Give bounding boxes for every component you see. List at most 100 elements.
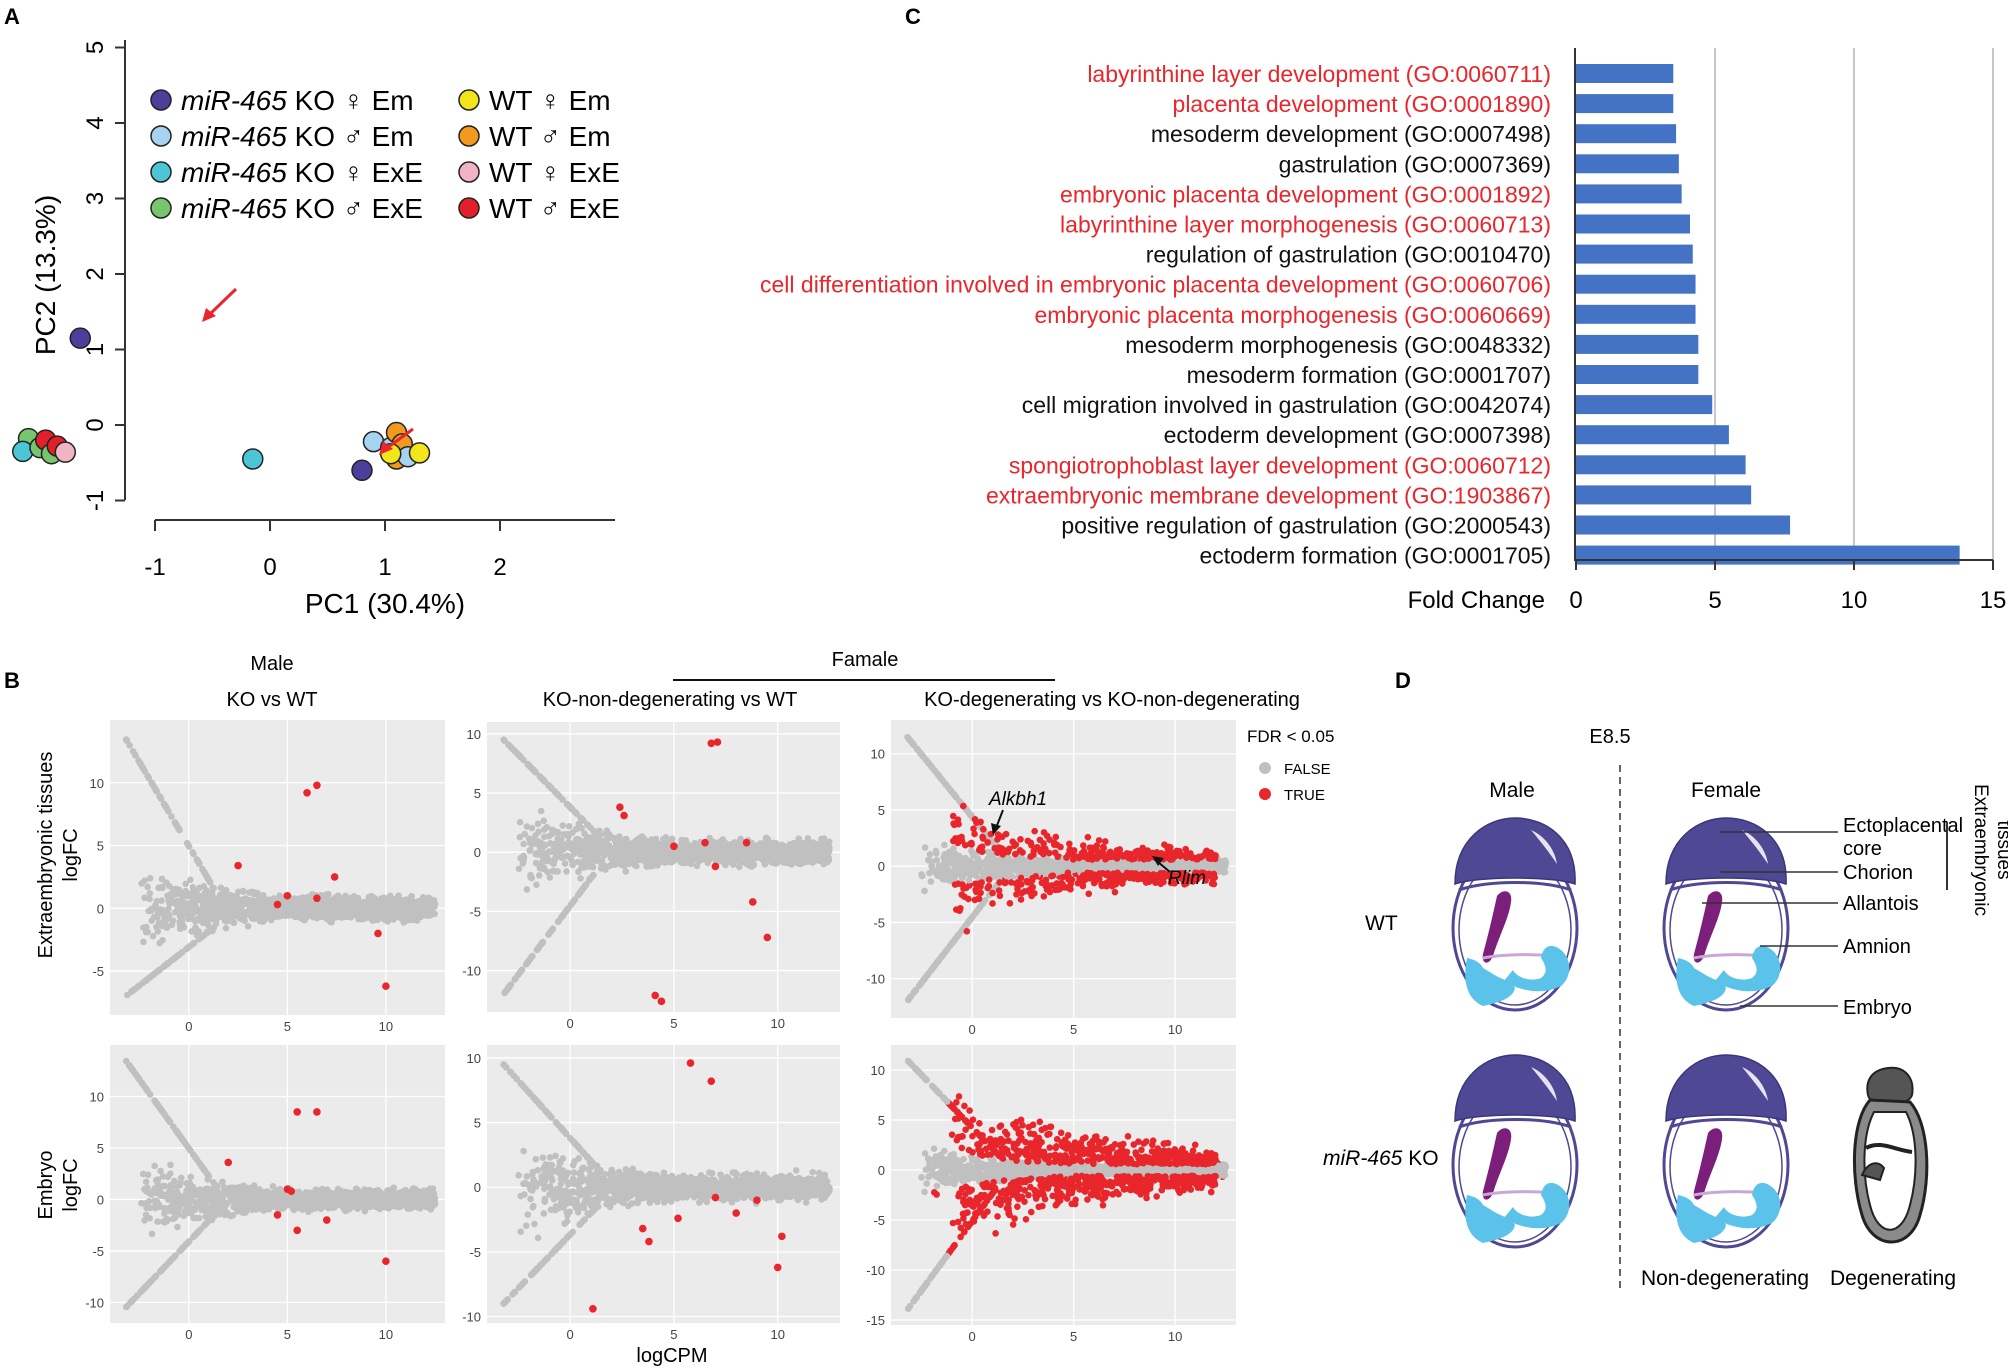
ma-grey-point bbox=[323, 915, 330, 922]
ma-grey-point bbox=[144, 883, 151, 891]
ma-y-tick-label: 0 bbox=[97, 901, 104, 916]
go-term-label: gastrulation (GO:0007369) bbox=[1279, 151, 1551, 177]
go-term-label: embryonic placenta morphogenesis (GO:006… bbox=[1034, 302, 1551, 328]
ma-grey-point bbox=[605, 835, 612, 842]
ma-grey-point bbox=[557, 853, 564, 860]
ma-grey-point bbox=[400, 919, 407, 926]
go-bar bbox=[1576, 304, 1696, 324]
ma-grey-point bbox=[948, 872, 955, 879]
ma-red-point bbox=[616, 803, 624, 812]
go-term-label: cell differentiation involved in embryon… bbox=[760, 272, 1551, 298]
ma-grey-point bbox=[253, 897, 260, 905]
go-bars bbox=[1574, 48, 1960, 565]
ma-grey-point bbox=[251, 904, 259, 911]
ma-grey-point bbox=[321, 908, 328, 916]
panel-label-c: C bbox=[905, 4, 921, 29]
ma-grey-point bbox=[156, 793, 163, 800]
ma-grey-point bbox=[565, 802, 572, 809]
ma-grey-point bbox=[257, 904, 265, 911]
pca-point bbox=[408, 442, 431, 464]
ma-grey-point bbox=[146, 890, 154, 897]
ma-y-tick-label: -5 bbox=[873, 915, 885, 930]
ma-grey-point bbox=[665, 853, 673, 860]
go-x-tick-label: 5 bbox=[1708, 587, 1721, 614]
ma-red-point bbox=[1001, 879, 1009, 887]
ma-grey-point bbox=[734, 853, 742, 861]
pca-x-tick-label: 0 bbox=[263, 554, 276, 581]
ma-grey-point bbox=[577, 887, 585, 895]
ma-grey-point bbox=[136, 982, 143, 989]
ma-grey-point bbox=[244, 922, 252, 930]
ma-red-point bbox=[651, 991, 659, 1000]
ma-grey-point bbox=[565, 823, 573, 830]
ma-grey-point bbox=[505, 741, 512, 749]
ma-grey-point bbox=[182, 890, 190, 897]
ma-grey-point bbox=[296, 909, 303, 917]
ma-grey-point bbox=[428, 901, 435, 908]
ma-grey-point bbox=[742, 856, 749, 864]
ma-grey-point bbox=[400, 903, 407, 910]
ma-grey-point bbox=[935, 862, 943, 870]
ma-grey-point bbox=[518, 966, 526, 973]
ma-grey-point bbox=[560, 831, 568, 838]
ma-grey-point bbox=[546, 874, 554, 881]
ma-grey-point bbox=[914, 746, 921, 754]
ma-grey-point bbox=[269, 913, 276, 921]
ma-grey-point bbox=[179, 920, 186, 928]
ma-points bbox=[122, 736, 439, 999]
ma-grey-point bbox=[291, 901, 298, 909]
go-term-label: positive regulation of gastrulation (GO:… bbox=[1061, 513, 1551, 539]
ma-grey-point bbox=[719, 836, 727, 843]
ma-grey-point bbox=[668, 835, 676, 843]
ma-grey-point bbox=[169, 917, 177, 924]
go-grid bbox=[1714, 48, 1994, 560]
ma-grey-point bbox=[159, 936, 166, 944]
ma-grey-point bbox=[184, 911, 192, 919]
pca-legend-label: miR-465 KO ♀ ExE bbox=[181, 157, 423, 188]
ma-grey-point bbox=[154, 928, 162, 935]
ma-grey-point bbox=[245, 889, 253, 896]
ma-grey-point bbox=[210, 884, 217, 892]
ma-grey-point bbox=[596, 831, 604, 839]
ma-grey-point bbox=[814, 847, 821, 855]
ma-red-point bbox=[748, 898, 757, 906]
ma-red-point bbox=[711, 862, 720, 871]
ma-grey-point bbox=[735, 863, 743, 871]
ma-grey-point bbox=[927, 763, 935, 770]
ma-grey-point bbox=[421, 902, 429, 909]
ma-row1-axis: logFC bbox=[60, 828, 82, 881]
go-term-label: mesoderm formation (GO:0001707) bbox=[1187, 362, 1551, 388]
go-enrichment-chart: labyrinthine layer development (GO:00607… bbox=[760, 48, 2006, 614]
ma-grey-point bbox=[520, 840, 527, 848]
ma-grey-point bbox=[964, 865, 972, 873]
ma-grey-point bbox=[131, 985, 139, 993]
ma-grey-point bbox=[784, 859, 791, 867]
ma-grey-point bbox=[267, 901, 274, 908]
ma-grey-point bbox=[622, 868, 630, 875]
ma-grey-point bbox=[905, 995, 913, 1003]
ma-grey-point bbox=[539, 855, 547, 862]
ma-grey-point bbox=[792, 843, 800, 851]
pca-arrow-1 bbox=[208, 287, 238, 316]
ma-grey-point bbox=[149, 932, 157, 940]
ma-grey-point bbox=[523, 823, 531, 830]
ma-red-point bbox=[707, 739, 716, 748]
ma-grey-point bbox=[199, 919, 207, 927]
ma-x-tick-label: 0 bbox=[969, 1022, 976, 1037]
ma-grey-point bbox=[354, 894, 362, 902]
ma-grey-point bbox=[552, 828, 559, 835]
pca-legend-gene: miR-465 bbox=[181, 85, 287, 116]
ma-grey-point bbox=[382, 898, 390, 905]
ma-grey-point bbox=[386, 892, 394, 900]
ma-x-tick-label: 5 bbox=[1070, 1022, 1077, 1037]
ma-red-point bbox=[313, 781, 321, 790]
ma-grey-point bbox=[650, 842, 658, 849]
ma-plots: Male Famale KO vs WT KO-non-degenerating… bbox=[35, 649, 1334, 1367]
ma-grey-point bbox=[554, 791, 561, 798]
ma-grey-point bbox=[208, 913, 216, 920]
ma-grey-point bbox=[561, 860, 569, 867]
ma-grey-point bbox=[756, 843, 763, 851]
ma-grey-point bbox=[702, 851, 710, 858]
ma-grey-point bbox=[941, 841, 948, 849]
ma-grey-point bbox=[783, 846, 790, 853]
